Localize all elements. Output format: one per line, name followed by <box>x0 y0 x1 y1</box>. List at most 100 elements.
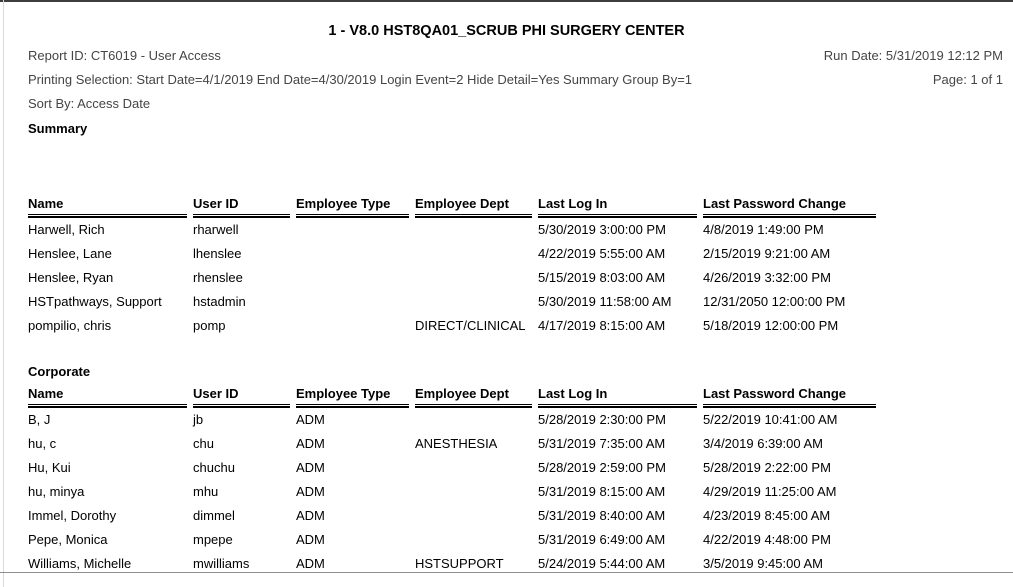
section-label-summary: Summary <box>28 121 88 136</box>
table-cell-employee-dept: ANESTHESIA <box>415 436 498 451</box>
table-row: Henslee, Lane lhenslee 4/22/2019 5:55:00 A… <box>28 242 876 266</box>
table-cell-last-log-in: 5/15/2019 8:03:00 AM <box>538 270 666 285</box>
table-row: Harwell, Rich rharwell 5/30/2019 3:00:00 P… <box>28 218 876 242</box>
table-cell-user-id: pomp <box>193 318 226 333</box>
summary-table-body: Harwell, Rich rharwell 5/30/2019 3:00:00 P… <box>28 218 876 338</box>
table-cell-last-log-in: 5/30/2019 11:58:00 AM <box>538 294 672 309</box>
meta-row: Printing Selection: Start Date=4/1/2019 … <box>28 73 1003 87</box>
column-header-name: Name <box>28 196 187 218</box>
sort-by: Sort By: Access Date <box>28 96 151 111</box>
table-cell-employee-dept: HSTSUPPORT <box>415 556 504 571</box>
table-cell-employee-type: ADM <box>296 484 325 499</box>
table-cell-employee-dept <box>415 456 532 480</box>
table-cell-employee-type: ADM <box>296 460 325 475</box>
table-row: Hu, Kui chuchu ADM 5/28/2019 2:59:00 PM 5/28… <box>28 456 876 480</box>
table-cell-last-password-change: 4/29/2019 11:25:00 AM <box>703 484 837 499</box>
column-header-last-password-change: Last Password Change <box>703 386 876 408</box>
table-cell-last-log-in: 5/30/2019 3:00:00 PM <box>538 222 666 237</box>
table-cell-name: Williams, Michelle <box>28 556 132 571</box>
table-cell-employee-type: ADM <box>296 508 325 523</box>
table-row: pompilio, chris pomp DIRECT/CLINICAL 4/17/2… <box>28 314 876 338</box>
column-header-employee-type: Employee Type <box>296 386 409 408</box>
column-header-name: Name <box>28 386 187 408</box>
table-cell-name: Immel, Dorothy <box>28 508 117 523</box>
table-cell-employee-type <box>296 290 409 314</box>
table-row: hu, c chu ADM ANESTHESIA 5/31/2019 7:35:00 A… <box>28 432 876 456</box>
column-header-employee-dept: Employee Dept <box>415 196 532 218</box>
table-cell-employee-type <box>296 218 409 242</box>
table-cell-employee-type: ADM <box>296 532 325 547</box>
table-cell-last-password-change: 5/18/2019 12:00:00 PM <box>703 318 839 333</box>
table-row: Henslee, Ryan rhenslee 5/15/2019 8:03:00 A… <box>28 266 876 290</box>
page-bottom-border <box>0 572 1013 573</box>
table-cell-last-log-in: 5/28/2019 2:30:00 PM <box>538 412 666 427</box>
table-cell-employee-dept <box>415 504 532 528</box>
table-row: Williams, Michelle mwilliams ADM HSTSUPPORT… <box>28 552 876 576</box>
column-header-last-log-in: Last Log In <box>538 386 697 408</box>
report-title: 1 - V8.0 HST8QA01_SCRUB PHI SURGERY CENT… <box>328 23 685 39</box>
meta-row: Report ID: CT6019 - User Access Run Date… <box>28 49 1003 63</box>
table-cell-last-password-change: 3/5/2019 9:45:00 AM <box>703 556 823 571</box>
table-cell-user-id: chu <box>193 436 214 451</box>
table-cell-employee-type: ADM <box>296 556 325 571</box>
table-cell-last-password-change: 2/15/2019 9:21:00 AM <box>703 246 831 261</box>
table-cell-name: HSTpathways, Support <box>28 294 162 309</box>
table-cell-last-password-change: 5/28/2019 2:22:00 PM <box>703 460 831 475</box>
table-cell-name: hu, minya <box>28 484 85 499</box>
column-header-employee-type: Employee Type <box>296 196 409 218</box>
table-cell-user-id: mwilliams <box>193 556 250 571</box>
table-cell-employee-dept <box>415 528 532 552</box>
table-cell-last-password-change: 4/26/2019 3:32:00 PM <box>703 270 831 285</box>
table-cell-last-log-in: 5/24/2019 5:44:00 AM <box>538 556 666 571</box>
table-cell-user-id: hstadmin <box>193 294 246 309</box>
page-top-border <box>0 0 1013 2</box>
table-cell-last-log-in: 5/28/2019 2:59:00 PM <box>538 460 666 475</box>
meta-row: Sort By: Access Date <box>28 97 1003 111</box>
table-row: Immel, Dorothy dimmel ADM 5/31/2019 8:40:00… <box>28 504 876 528</box>
table-cell-name: Henslee, Ryan <box>28 270 114 285</box>
section-label-corporate: Corporate <box>28 364 91 379</box>
report-id: Report ID: CT6019 - User Access <box>28 48 221 63</box>
column-header-employee-dept: Employee Dept <box>415 386 532 408</box>
table-header-row: Name User ID Employee Type Employee Dept… <box>28 196 876 218</box>
table-row: hu, minya mhu ADM 5/31/2019 8:15:00 AM 4/29/… <box>28 480 876 504</box>
table-cell-employee-dept <box>415 266 532 290</box>
table-row: Pepe, Monica mpepe ADM 5/31/2019 6:49:00 AM… <box>28 528 876 552</box>
table-cell-last-password-change: 4/23/2019 8:45:00 AM <box>703 508 831 523</box>
summary-table: Name User ID Employee Type Employee Dept… <box>28 196 876 338</box>
table-cell-last-password-change: 5/22/2019 10:41:00 AM <box>703 412 838 427</box>
column-header-user-id: User ID <box>193 196 290 218</box>
table-cell-user-id: mpepe <box>193 532 233 547</box>
table-cell-user-id: rharwell <box>193 222 239 237</box>
printing-selection: Printing Selection: Start Date=4/1/2019 … <box>28 72 693 87</box>
table-cell-name: B, J <box>28 412 51 427</box>
table-cell-last-log-in: 4/22/2019 5:55:00 AM <box>538 246 666 261</box>
table-cell-last-password-change: 12/31/2050 12:00:00 PM <box>703 294 846 309</box>
table-cell-employee-dept <box>415 218 532 242</box>
table-row: HSTpathways, Support hstadmin 5/30/2019 11… <box>28 290 876 314</box>
table-cell-user-id: mhu <box>193 484 219 499</box>
table-cell-employee-dept <box>415 290 532 314</box>
table-cell-name: Harwell, Rich <box>28 222 105 237</box>
table-cell-last-log-in: 5/31/2019 6:49:00 AM <box>538 532 666 547</box>
corporate-table-body: B, J jb ADM 5/28/2019 2:30:00 PM 5/22/2019 1… <box>28 408 876 576</box>
column-header-last-password-change: Last Password Change <box>703 196 876 218</box>
table-cell-user-id: chuchu <box>193 460 235 475</box>
table-cell-last-password-change: 3/4/2019 6:39:00 AM <box>703 436 823 451</box>
column-header-user-id: User ID <box>193 386 290 408</box>
corporate-table: Name User ID Employee Type Employee Dept… <box>28 386 876 576</box>
table-row: B, J jb ADM 5/28/2019 2:30:00 PM 5/22/2019 1… <box>28 408 876 432</box>
page-left-border <box>3 0 4 587</box>
table-header-row: Name User ID Employee Type Employee Dept… <box>28 386 876 408</box>
table-cell-employee-type: ADM <box>296 412 325 427</box>
table-cell-last-password-change: 4/8/2019 1:49:00 PM <box>703 222 824 237</box>
page-number: Page: 1 of 1 <box>932 72 1003 87</box>
table-cell-last-log-in: 4/17/2019 8:15:00 AM <box>538 318 666 333</box>
table-cell-name: Henslee, Lane <box>28 246 112 261</box>
table-cell-user-id: dimmel <box>193 508 235 523</box>
table-cell-employee-dept <box>415 408 532 432</box>
table-cell-employee-type <box>296 242 409 266</box>
table-cell-user-id: jb <box>193 412 204 427</box>
table-cell-employee-dept <box>415 480 532 504</box>
table-cell-name: pompilio, chris <box>28 318 112 333</box>
